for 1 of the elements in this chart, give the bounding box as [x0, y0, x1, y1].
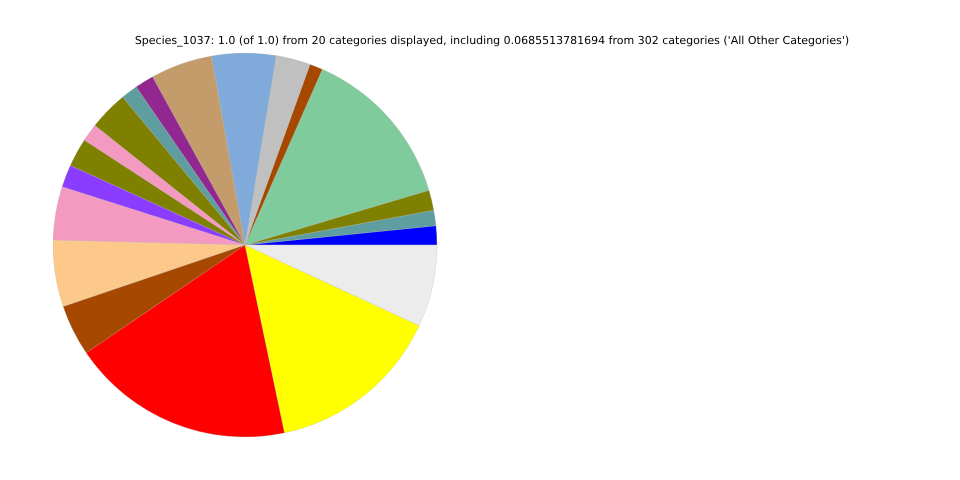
text: Species_1037: 1.0 (of 1.0) from 20 categories displayed, including 0.0685513781694 from 302 categories ('All Other Categories'): [134, 34, 850, 47]
